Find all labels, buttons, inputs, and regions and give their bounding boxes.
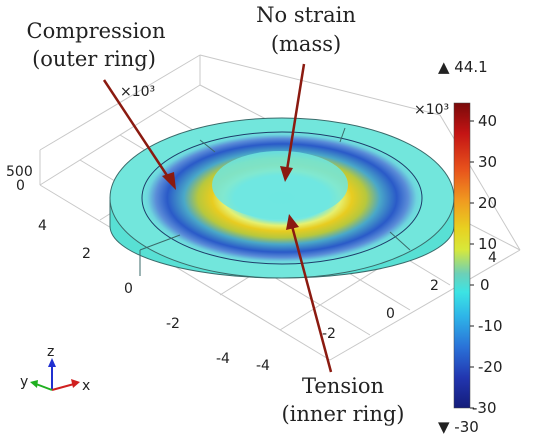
tension-label-line2: (inner ring) bbox=[281, 402, 404, 426]
y-tick-0: 0 bbox=[124, 281, 133, 297]
z-tick-500: 500 bbox=[6, 164, 33, 180]
colorbar-ticks bbox=[470, 120, 474, 409]
y-tick-4: 4 bbox=[38, 218, 47, 234]
nostrain-label-line2: (mass) bbox=[271, 32, 341, 56]
axis-triad: z x y bbox=[20, 344, 90, 394]
colorbar-tick-30: 30 bbox=[478, 153, 497, 171]
x-tick-neg4: -4 bbox=[256, 358, 270, 374]
colorbar-min-label: ▼ -30 bbox=[438, 418, 479, 436]
colorbar-tick-20: 20 bbox=[478, 194, 497, 212]
nostrain-label-line1: No strain bbox=[256, 3, 356, 27]
y-tick-neg4: -4 bbox=[216, 351, 230, 367]
z-axis-labels: ×10³ 500 0 bbox=[6, 84, 155, 194]
colorbar-tick-40: 40 bbox=[478, 112, 497, 130]
annotation-tension: Tension (inner ring) bbox=[281, 214, 405, 426]
colorbar-tick-neg20: -20 bbox=[478, 358, 503, 376]
x-tick-neg2: -2 bbox=[322, 326, 336, 342]
y-axis-labels: 4 2 0 -2 -4 bbox=[38, 218, 230, 367]
annotation-compression: Compression (outer ring) bbox=[27, 19, 176, 190]
y-tick-neg2: -2 bbox=[166, 316, 180, 332]
colorbar-max-label: ▲ 44.1 bbox=[438, 58, 488, 76]
z-scale-label: ×10³ bbox=[120, 84, 155, 100]
z-tick-0: 0 bbox=[16, 178, 25, 194]
colorbar-tick-0: 0 bbox=[480, 276, 490, 294]
colorbar: ▲ 44.1 40 30 20 10 0 -10 -20 -30 ▼ -30 bbox=[438, 58, 503, 436]
colorbar-tick-neg30: -30 bbox=[472, 399, 497, 417]
x-tick-0: 0 bbox=[386, 306, 395, 322]
tension-label-line1: Tension bbox=[302, 374, 384, 398]
x-tick-2: 2 bbox=[430, 278, 439, 294]
annotation-no-strain: No strain (mass) bbox=[256, 3, 356, 182]
colorbar-tick-10: 10 bbox=[478, 235, 497, 253]
x-scale-label: ×10³ bbox=[414, 102, 449, 118]
compression-label-line2: (outer ring) bbox=[32, 47, 156, 71]
y-tick-2: 2 bbox=[82, 246, 91, 262]
triad-x-label: x bbox=[82, 378, 90, 394]
compression-label-line1: Compression bbox=[27, 19, 166, 43]
x-axis-labels: -4 -2 0 2 4 bbox=[256, 250, 497, 374]
x-tick-4: 4 bbox=[488, 250, 497, 266]
triad-z-label: z bbox=[47, 344, 54, 360]
triad-y-label: y bbox=[20, 374, 28, 390]
mass-region bbox=[212, 151, 348, 219]
colorbar-gradient bbox=[453, 102, 471, 409]
disk-top-surface bbox=[109, 117, 455, 279]
colorbar-tick-neg10: -10 bbox=[478, 317, 503, 335]
